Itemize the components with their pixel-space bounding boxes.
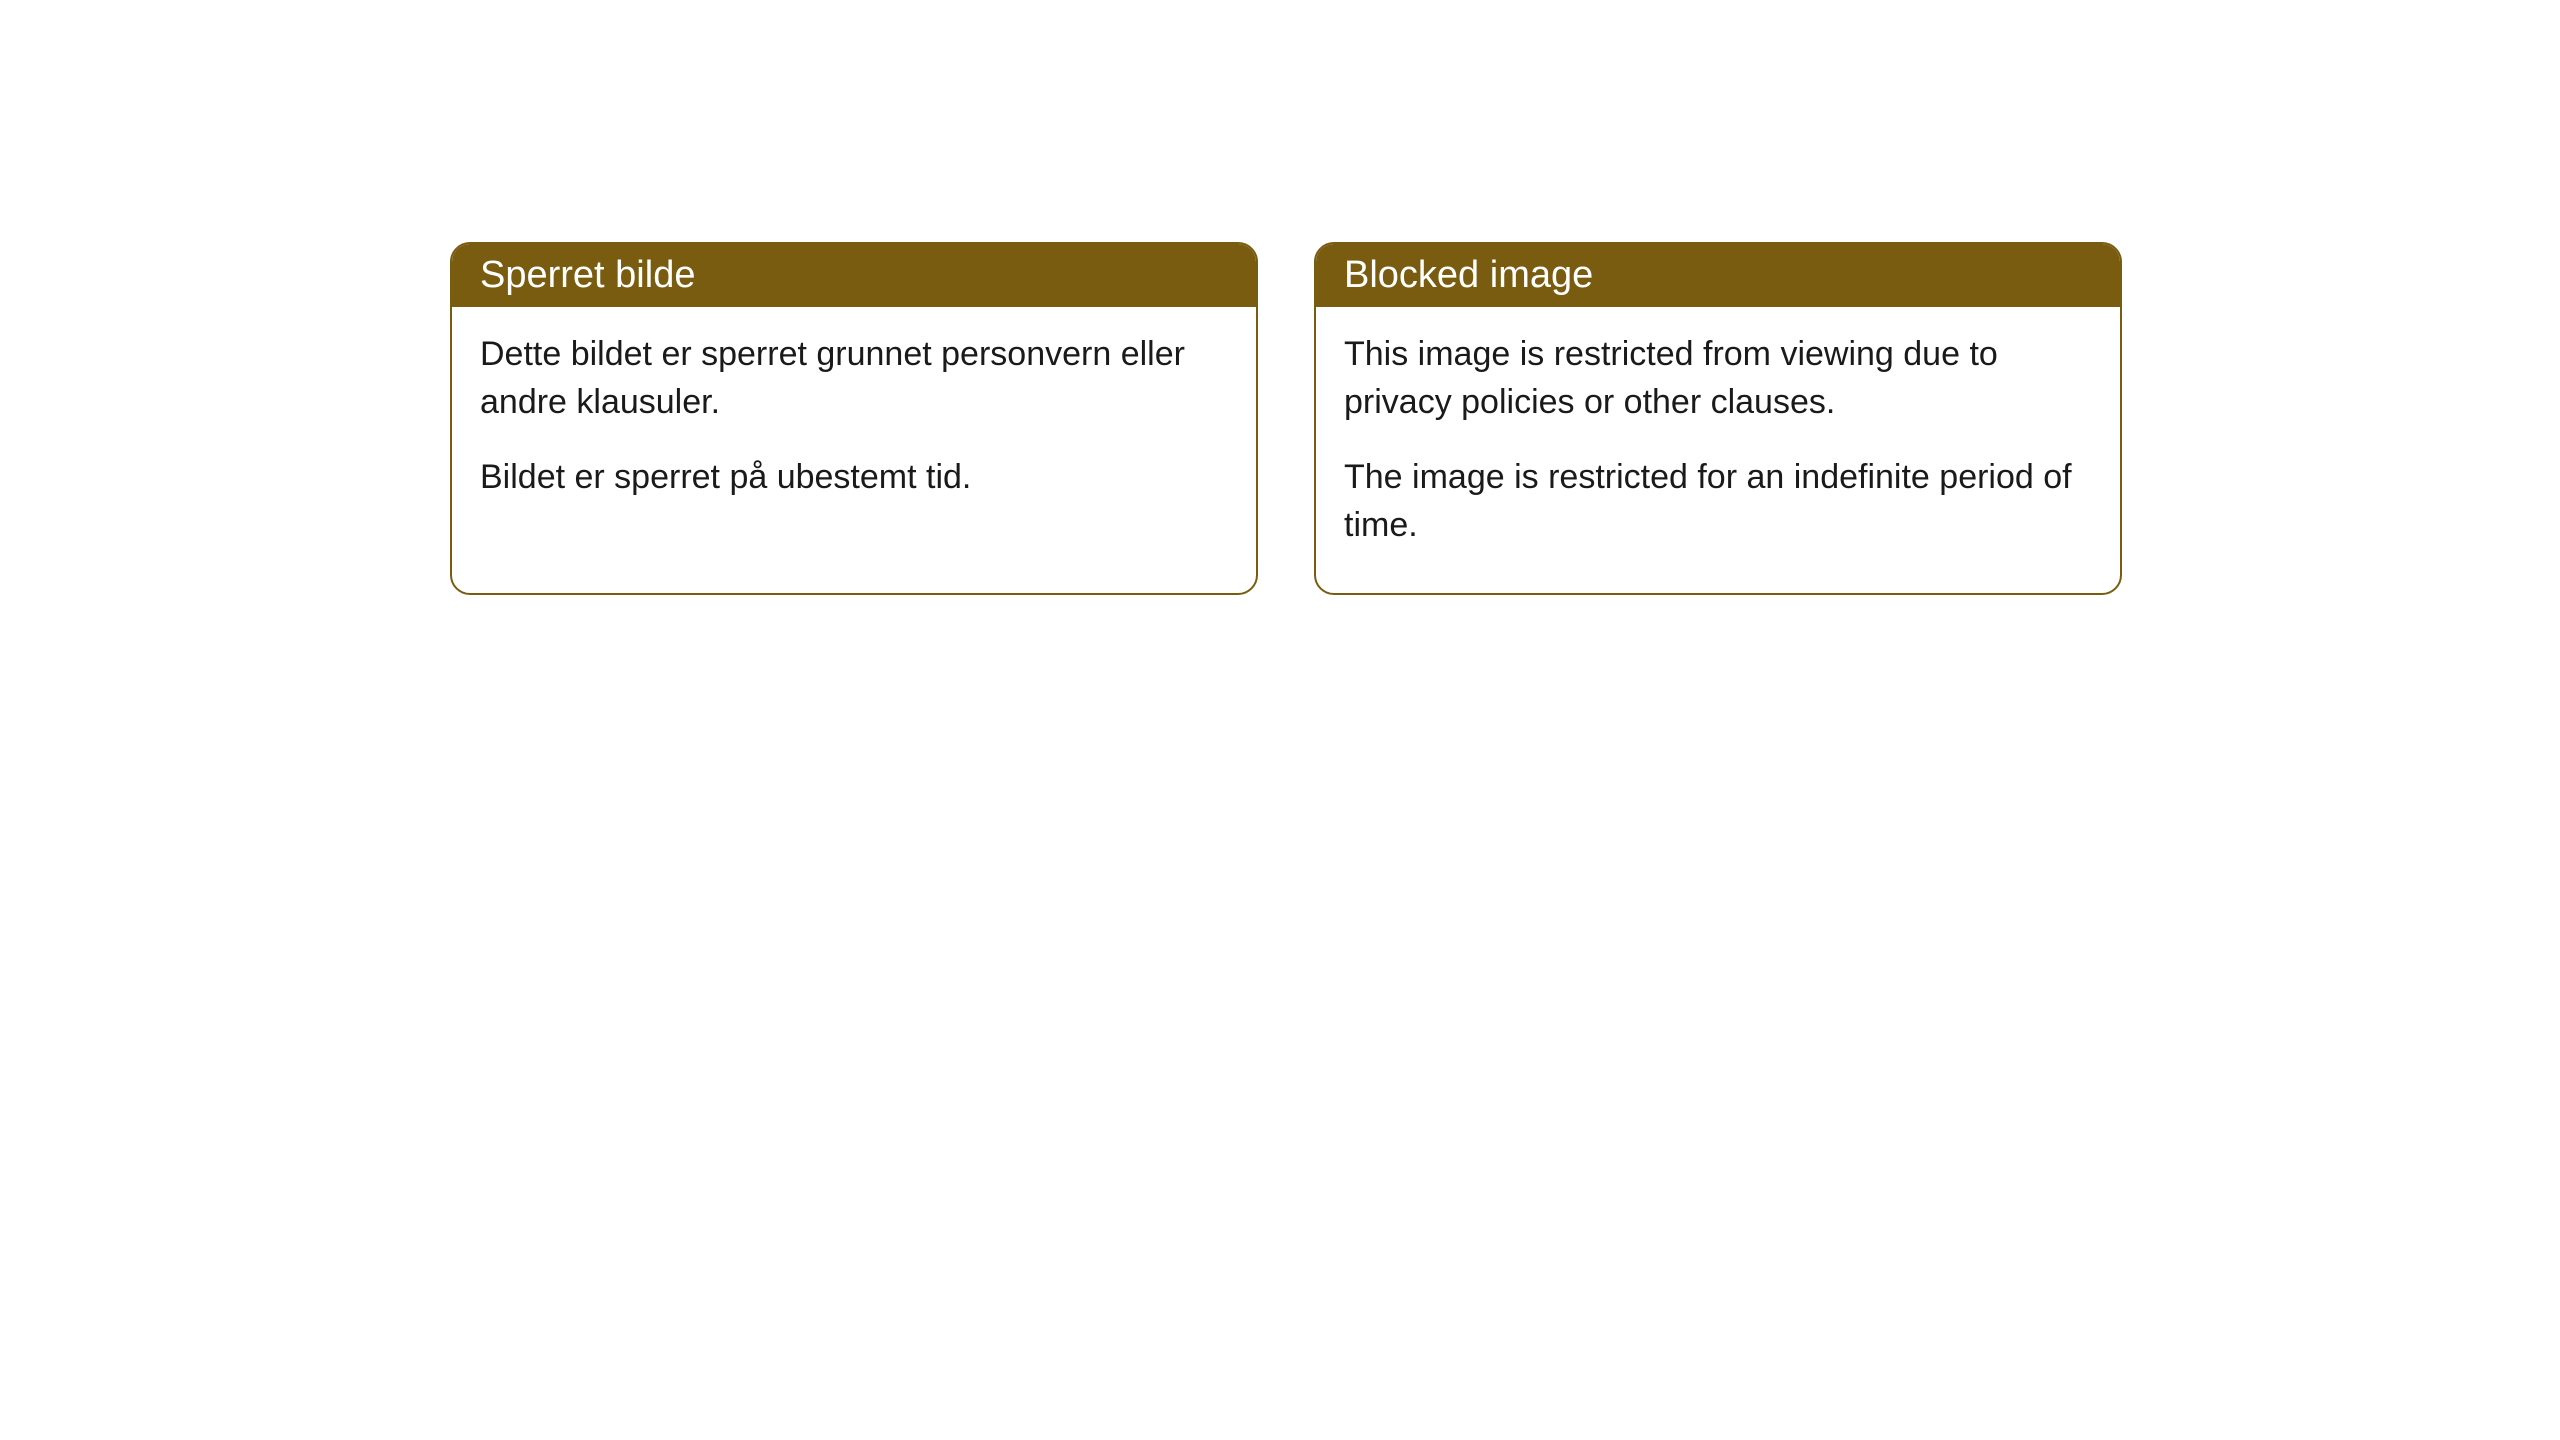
card-paragraph-2: Bildet er sperret på ubestemt tid. xyxy=(480,454,1228,502)
card-paragraph-1: This image is restricted from viewing du… xyxy=(1344,331,2092,426)
card-body: Dette bildet er sperret grunnet personve… xyxy=(452,307,1256,546)
card-paragraph-1: Dette bildet er sperret grunnet personve… xyxy=(480,331,1228,426)
blocked-image-card-english: Blocked image This image is restricted f… xyxy=(1314,242,2122,595)
notice-cards-container: Sperret bilde Dette bildet er sperret gr… xyxy=(450,242,2122,595)
card-header: Sperret bilde xyxy=(452,244,1256,307)
card-paragraph-2: The image is restricted for an indefinit… xyxy=(1344,454,2092,549)
blocked-image-card-norwegian: Sperret bilde Dette bildet er sperret gr… xyxy=(450,242,1258,595)
card-body: This image is restricted from viewing du… xyxy=(1316,307,2120,593)
card-title: Sperret bilde xyxy=(480,254,695,296)
card-title: Blocked image xyxy=(1344,254,1593,296)
card-header: Blocked image xyxy=(1316,244,2120,307)
